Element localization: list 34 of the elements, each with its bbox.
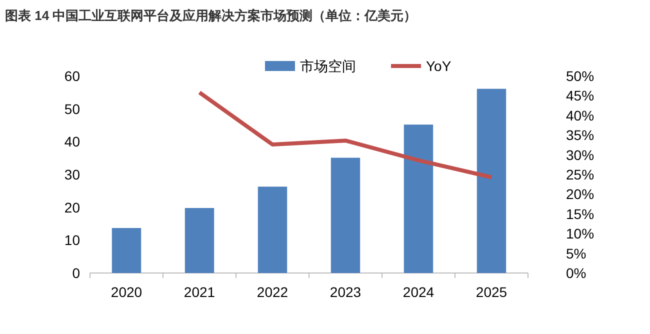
y2-tick-label: 40% <box>566 107 594 124</box>
x-tick-label: 2021 <box>184 284 216 300</box>
x-tick-label: 2020 <box>110 284 142 300</box>
y2-tick-label: 30% <box>566 146 594 163</box>
y-tick-label: 50 <box>64 100 80 117</box>
y2-tick-label: 45% <box>566 88 594 104</box>
y-tick-label: 20 <box>64 199 80 216</box>
y2-tick-label: 0% <box>566 265 586 281</box>
legend-label: 市场空间 <box>300 58 356 74</box>
y2-tick-label: 15% <box>566 206 594 222</box>
y2-tick-label: 10% <box>566 226 594 242</box>
chart-title: 图表 14 中国工业互联网平台及应用解决方案市场预测（单位：亿美元） <box>5 8 417 23</box>
bar <box>404 124 434 273</box>
bar <box>112 228 142 273</box>
bar <box>476 88 506 273</box>
bar <box>184 208 214 273</box>
y2-tick-label: 35% <box>566 127 594 144</box>
y2-tick-label: 50% <box>566 68 594 84</box>
y2-tick-label: 25% <box>566 166 594 182</box>
y2-tick-label: 5% <box>566 245 586 262</box>
y-tick-label: 0 <box>72 265 80 281</box>
bar <box>330 158 360 273</box>
bar <box>258 186 288 273</box>
x-tick-label: 2024 <box>402 284 434 300</box>
y-tick-label: 10 <box>64 232 80 248</box>
y-tick-label: 40 <box>64 134 80 150</box>
x-tick-label: 2022 <box>256 284 288 300</box>
legend-label: YoY <box>426 58 452 74</box>
y-tick-label: 30 <box>64 166 80 182</box>
y2-tick-label: 20% <box>566 186 594 202</box>
x-tick-label: 2023 <box>330 284 362 300</box>
y-tick-label: 60 <box>64 68 80 84</box>
x-tick-label: 2025 <box>476 284 508 300</box>
line-series <box>198 90 494 180</box>
